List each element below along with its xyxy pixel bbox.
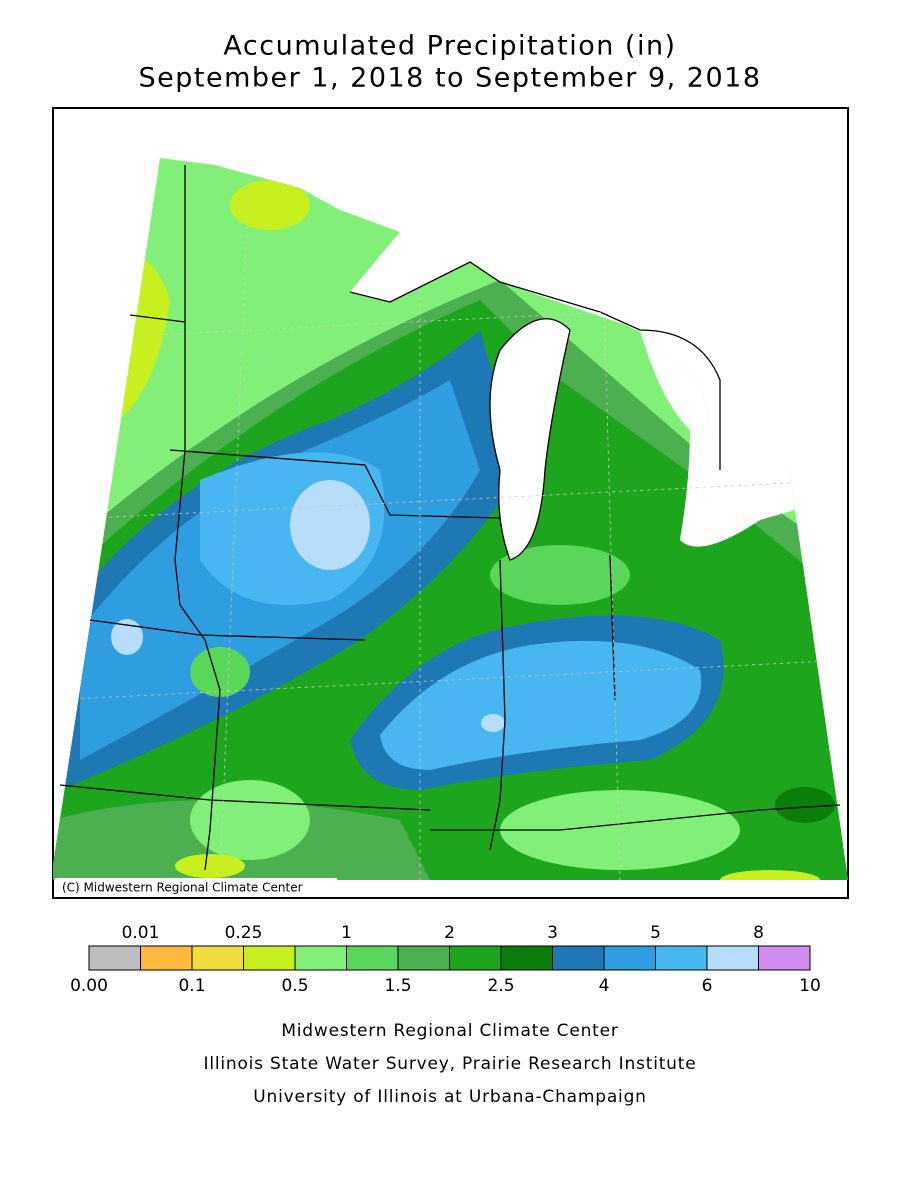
legend-swatch — [88, 945, 141, 971]
legend-upper-label: 3 — [547, 923, 558, 943]
legend-upper-label: 2 — [444, 923, 455, 943]
legend-lower-label: 0.00 — [70, 976, 108, 996]
map-title: Accumulated Precipitation (in) — [223, 31, 676, 62]
legend-lower-label: 6 — [702, 976, 713, 996]
legend-swatch — [706, 945, 759, 971]
legend: 0.01 0.25 1 2 3 5 8 0.00 0.1 0.5 1.5 2.5 4 6 10 — [70, 923, 821, 996]
legend-lower-label: 1.5 — [384, 976, 411, 996]
footer-line: University of Illinois at Urbana-Champai… — [253, 1087, 646, 1107]
legend-lower-label: 2.5 — [487, 976, 514, 996]
legend-lower-label: 0.5 — [281, 976, 308, 996]
legend-swatch — [449, 945, 502, 971]
legend-swatch — [552, 945, 605, 971]
legend-upper-label: 8 — [753, 923, 764, 943]
legend-swatch — [191, 945, 244, 971]
legend-swatch — [346, 945, 399, 971]
copyright-box — [55, 878, 337, 896]
legend-swatch — [603, 945, 656, 971]
footer-line: Illinois State Water Survey, Prairie Res… — [204, 1054, 697, 1074]
legend-swatch — [655, 945, 708, 971]
legend-swatch — [758, 945, 811, 971]
legend-swatch — [397, 945, 450, 971]
legend-lower-label: 0.1 — [178, 976, 205, 996]
legend-swatch — [294, 945, 347, 971]
legend-upper-label: 5 — [650, 923, 661, 943]
legend-lower-label: 4 — [599, 976, 610, 996]
legend-swatch — [500, 945, 553, 971]
map-outlines — [59, 165, 841, 871]
legend-lower-label: 10 — [799, 976, 821, 996]
legend-upper-label: 1 — [341, 923, 352, 943]
footer-line: Midwestern Regional Climate Center — [281, 1021, 618, 1041]
legend-swatch — [243, 945, 296, 971]
legend-swatch — [140, 945, 193, 971]
legend-upper-label: 0.25 — [225, 923, 263, 943]
map-subtitle: September 1, 2018 to September 9, 2018 — [138, 63, 761, 94]
legend-upper-label: 0.01 — [122, 923, 160, 943]
copyright: (C) Midwestern Regional Climate Center — [62, 881, 303, 895]
